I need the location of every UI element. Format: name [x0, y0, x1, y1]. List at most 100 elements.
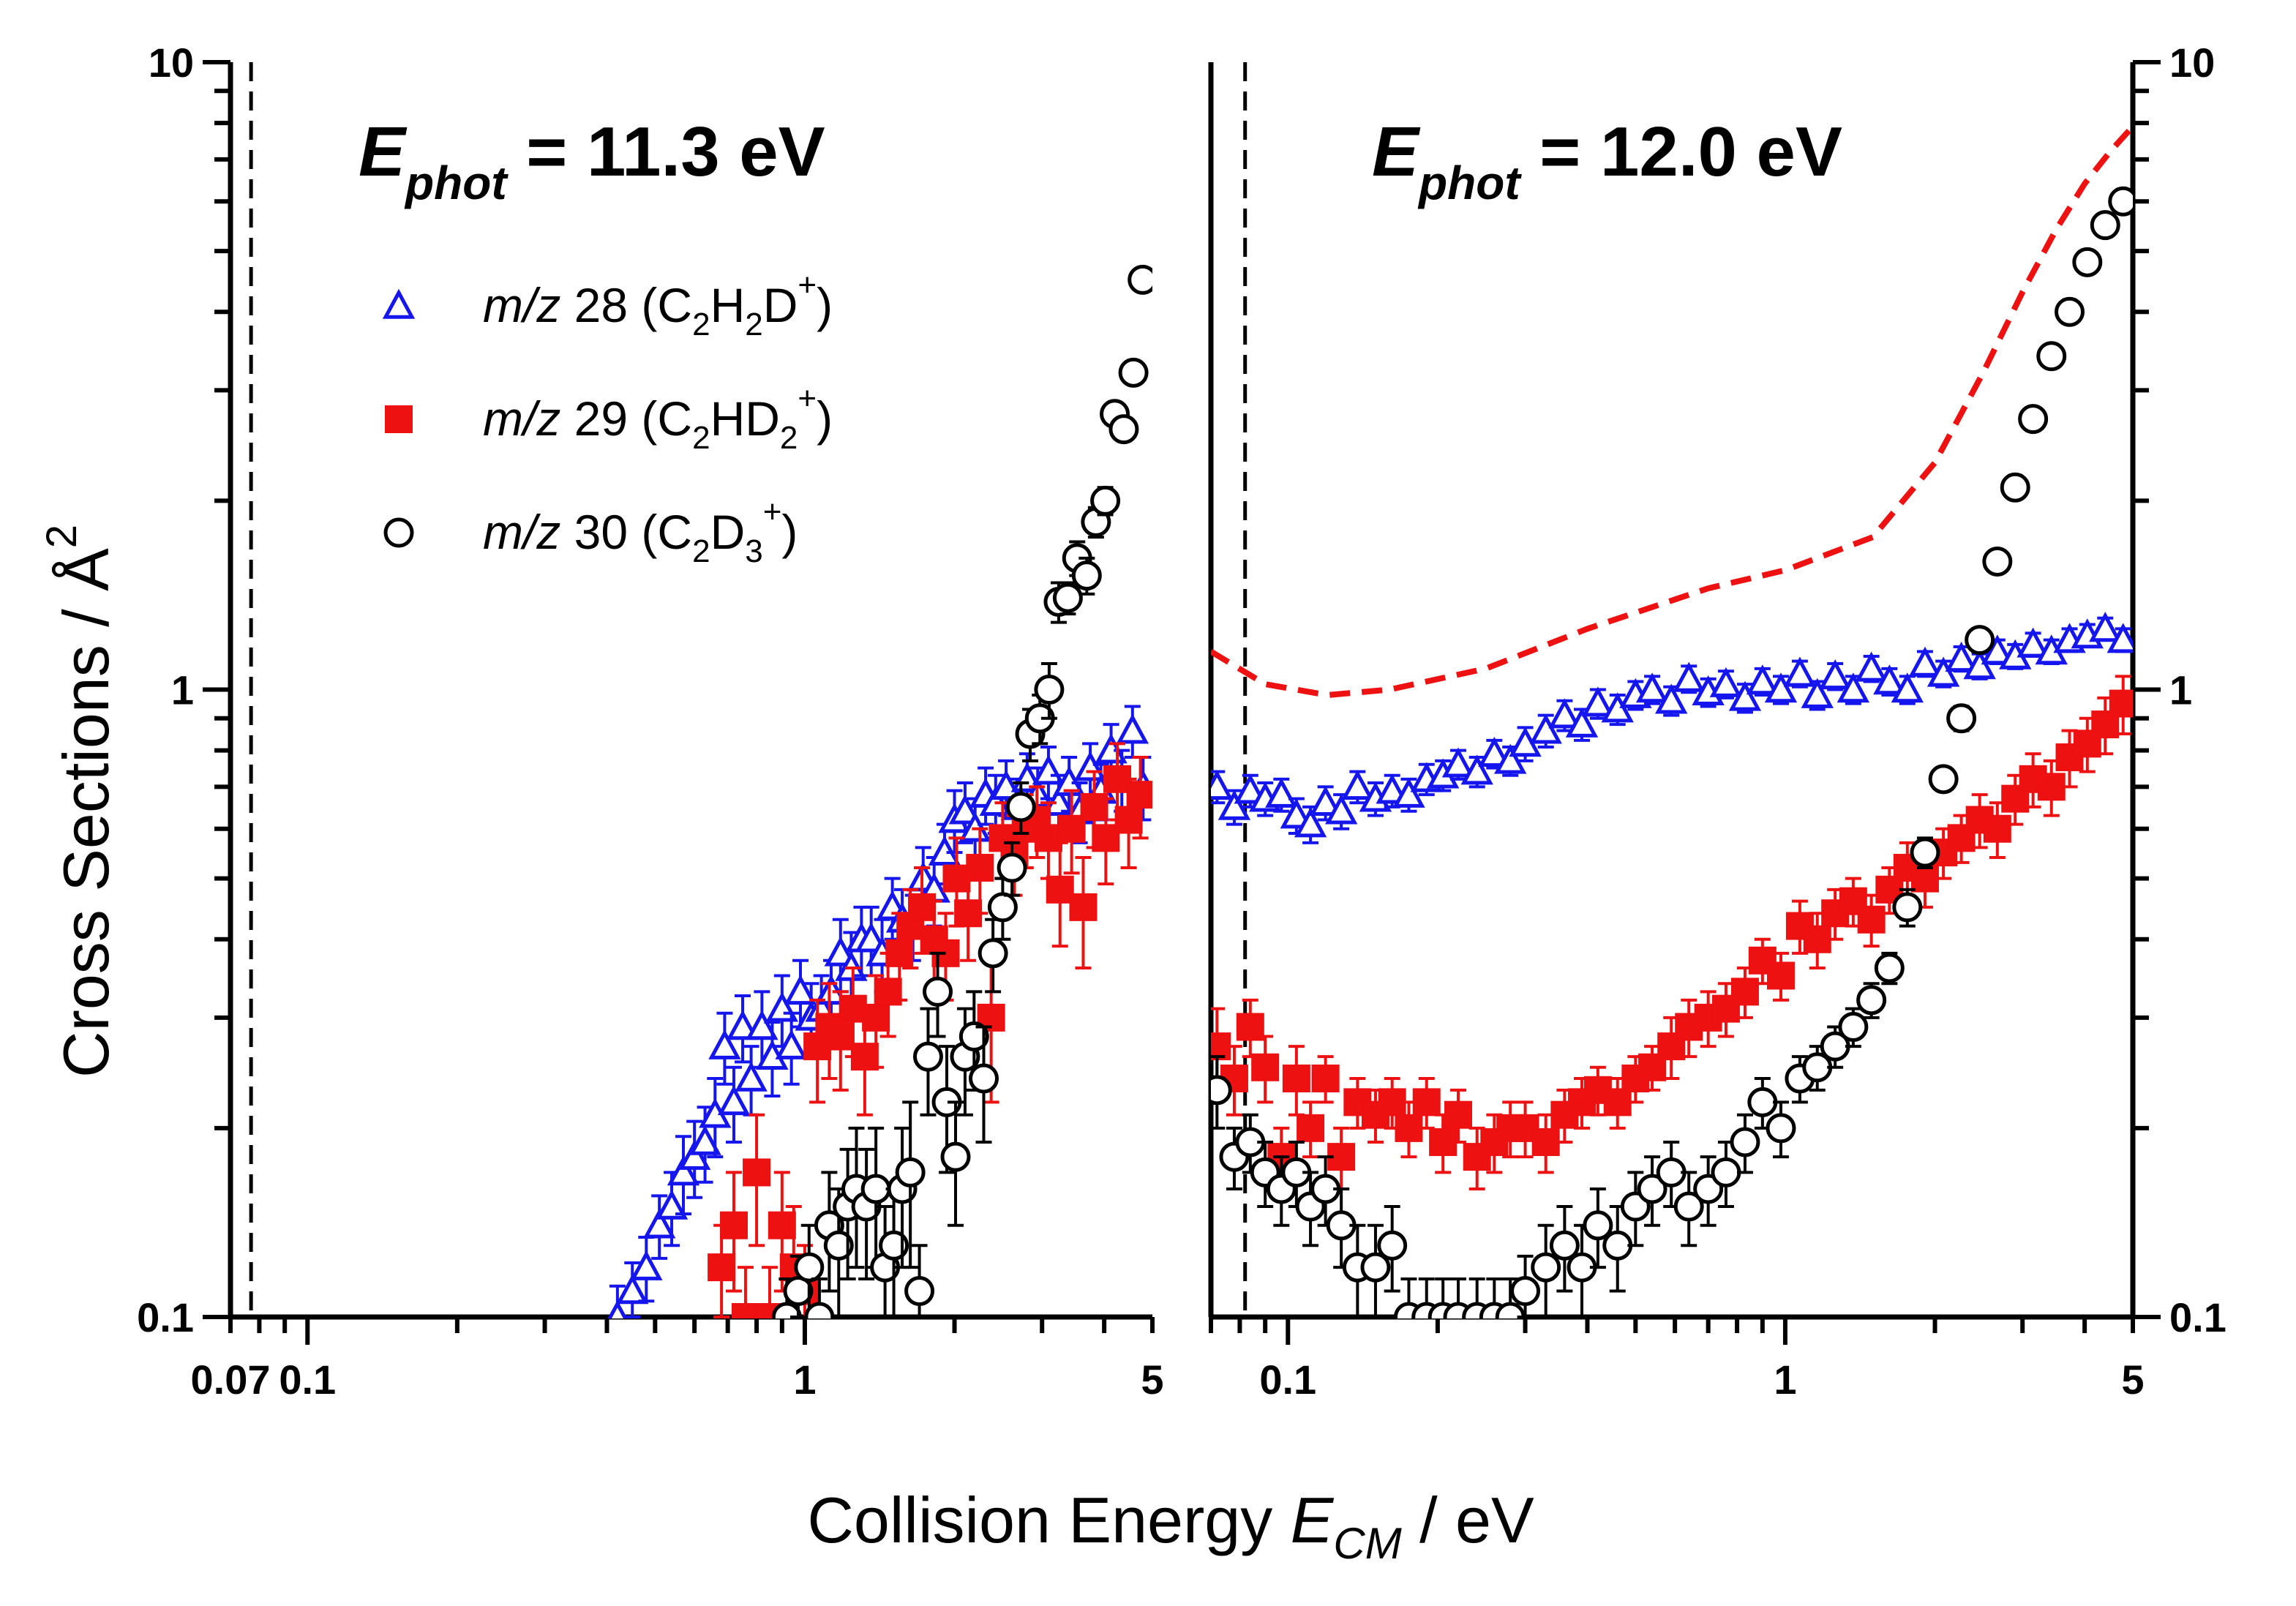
data-point [1071, 560, 1102, 591]
data-point [1766, 1113, 1796, 1144]
panel-title-symbol: E [359, 113, 408, 191]
data-point [2055, 296, 2085, 327]
data-point [1324, 794, 1358, 825]
data-point [1730, 1127, 1760, 1157]
data-point [1637, 1174, 1667, 1204]
data-point [1108, 414, 1139, 445]
panel-title-sub: phot [1417, 157, 1522, 209]
data-point [2036, 341, 2067, 372]
data-point [904, 1276, 935, 1307]
data-point [1603, 1088, 1632, 1117]
data-point [987, 892, 1018, 923]
data-point [719, 1211, 748, 1239]
data-point [1910, 837, 1940, 868]
panel-right: 0.1 1 5 10 1 0.1 Ephot = 12.0 eV [1208, 40, 2226, 1403]
data-point [743, 1158, 771, 1187]
data-point [1928, 764, 1959, 795]
data-point [1965, 625, 1995, 656]
data-point [1746, 664, 1779, 695]
data-point [1128, 264, 1152, 295]
data-point [1218, 789, 1251, 820]
data-point [2106, 623, 2133, 653]
data-point [1657, 1032, 1686, 1061]
data-point [1945, 642, 1978, 672]
x-tick-label: 0.1 [279, 1357, 336, 1403]
data-point [1673, 1191, 1704, 1222]
panel-title-symbol: E [1372, 113, 1421, 191]
data-point [616, 1274, 649, 1305]
data-point [726, 1010, 759, 1040]
data-point [2000, 472, 2030, 503]
y-tick-label-left: 10 [149, 40, 194, 86]
data-point [948, 794, 982, 825]
data-point [1052, 582, 1083, 613]
data-point [1963, 649, 1996, 680]
data-point [1803, 925, 1831, 953]
data-point [1118, 357, 1149, 388]
data-point [1581, 686, 1615, 717]
data-point [1709, 667, 1743, 697]
data-point [942, 864, 971, 893]
x-tick-label: 0.1 [1259, 1357, 1316, 1403]
y-tick-label-right: 10 [2169, 40, 2215, 86]
x-tick-label: 5 [2121, 1357, 2144, 1403]
legend-label: m/z 29 (C2HD2+) [483, 380, 833, 456]
data-point [978, 938, 1008, 969]
x-tick-label: 5 [1141, 1357, 1163, 1403]
panel-title-sub: phot [404, 157, 509, 209]
data-point [655, 1189, 689, 1220]
data-point [1747, 1087, 1778, 1117]
data-point [1297, 1114, 1325, 1142]
data-point [1412, 1088, 1441, 1117]
data-point [997, 852, 1027, 883]
x-tick-label: 0.07 [191, 1357, 271, 1403]
y-tick-label-left: 1 [171, 667, 194, 713]
data-point [1565, 707, 1599, 738]
data-point [1946, 703, 1977, 734]
data-point [1265, 777, 1298, 808]
data-point [1908, 646, 1942, 677]
data-point [1114, 806, 1143, 834]
data-point [912, 1041, 943, 1072]
data-point [1856, 985, 1887, 1016]
data-point [1837, 672, 1870, 703]
data-point [1818, 659, 1852, 690]
data-point [1838, 1011, 1869, 1042]
data-point [735, 1061, 768, 1092]
data-point [1211, 770, 1234, 800]
data-point [1251, 1053, 1280, 1081]
data-point [1034, 675, 1065, 705]
data-point [1034, 824, 1062, 852]
data-point [607, 1299, 628, 1318]
series-m-z-30 [771, 264, 1152, 1318]
data-point [1069, 893, 1098, 921]
data-point [1377, 1230, 1408, 1261]
y-tick-label-right: 1 [2169, 667, 2192, 713]
data-point [1730, 978, 1759, 1006]
data-point [2108, 186, 2133, 217]
data-point [1116, 713, 1149, 744]
data-point [1005, 792, 1036, 822]
data-point [1635, 672, 1669, 703]
data-layer [607, 264, 1152, 1318]
panel-title: Ephot = 12.0 eV [1372, 113, 1842, 209]
data-point [746, 1010, 779, 1040]
data-point [689, 1125, 721, 1155]
data-point [1360, 1252, 1391, 1283]
data-point [1234, 773, 1267, 804]
data-point [885, 939, 914, 967]
data-point [667, 1155, 700, 1186]
data-point [850, 1043, 879, 1071]
data-point [1783, 656, 1817, 687]
data-point [826, 1022, 855, 1051]
y-axis-title: Cross Sections / Å2 [38, 525, 122, 1078]
data-point [940, 1141, 971, 1172]
data-point [2089, 612, 2122, 642]
data-point [783, 1276, 814, 1307]
data-point [708, 1029, 741, 1059]
series-m-z-28 [1211, 612, 2133, 844]
x-axis-title: Collision Energy ECM / eV [807, 1484, 1534, 1568]
data-point [1601, 692, 1634, 723]
